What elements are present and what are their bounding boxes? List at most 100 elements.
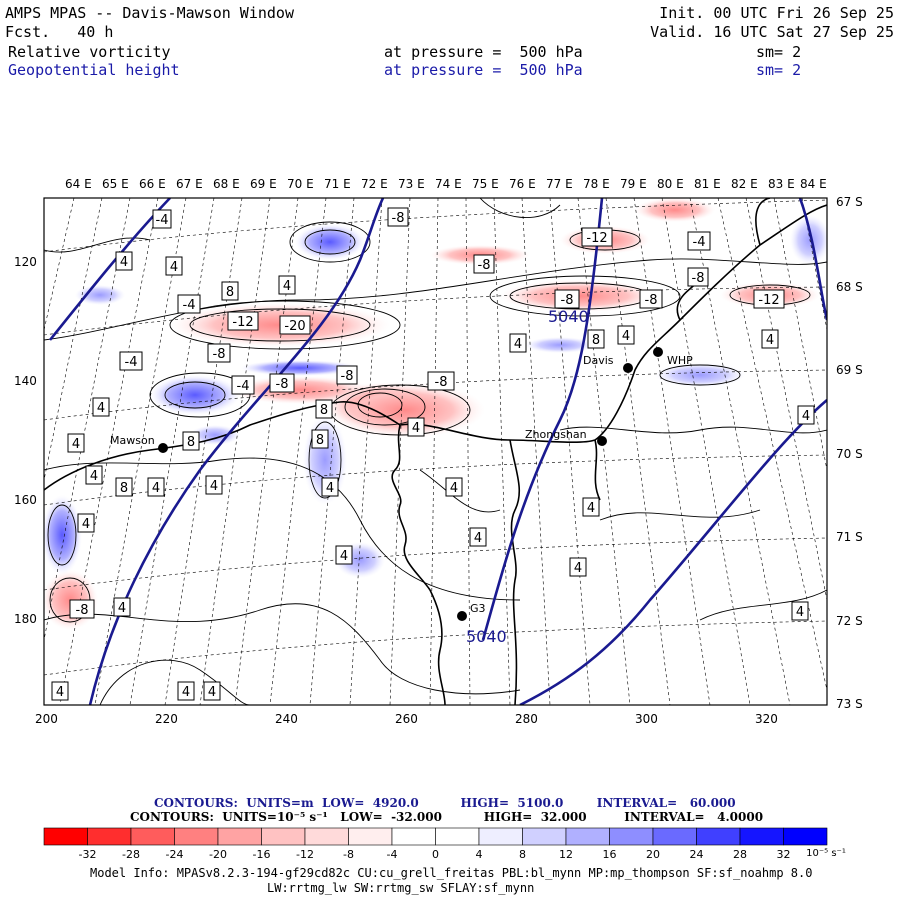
station-label-mawson: Mawson: [110, 434, 155, 447]
vorticity-label: 4: [335, 545, 353, 565]
vorticity-label: -8: [639, 289, 663, 309]
height-label: 5040: [548, 307, 589, 326]
station-marker-davis: [623, 363, 633, 373]
vorticity-shading: [44, 198, 827, 630]
svg-text:-8: -8: [478, 258, 491, 273]
vorticity-label: -4: [177, 294, 201, 314]
lat-label: 67 S: [836, 195, 863, 209]
lat-label: 70 S: [836, 447, 863, 461]
station-marker-whp: [653, 347, 663, 357]
lon-label: 68 E: [213, 177, 240, 191]
vorticity-label: 4: [445, 477, 463, 497]
svg-text:4: 4: [82, 517, 90, 532]
x-tick-label: 200: [35, 712, 58, 726]
station-label-davis: Davis: [583, 354, 614, 367]
lon-label: 75 E: [472, 177, 499, 191]
vorticity-label-group: -4 4 4 -8 -8 4 8 -4 -12 -20 -8 -4 -8 -8 …: [51, 207, 815, 701]
station-marker-mawson: [158, 443, 168, 453]
colorbar-label: -20: [209, 848, 227, 861]
map-title: AMPS MPAS -- Davis-Mawson Window: [5, 4, 294, 22]
vorticity-label: -8: [473, 254, 495, 274]
lat-label: 69 S: [836, 363, 863, 377]
field2-name: Geopotential height: [8, 61, 180, 79]
svg-text:4: 4: [208, 685, 216, 700]
x-tick-label: 280: [515, 712, 538, 726]
vorticity-label: 4: [85, 465, 103, 485]
svg-text:-8: -8: [392, 211, 405, 226]
vorticity-label: 4: [177, 681, 195, 701]
lon-label: 67 E: [176, 177, 203, 191]
y-tick-label: 120: [14, 255, 37, 269]
vorticity-label: -4: [231, 375, 255, 395]
lon-label: 78 E: [583, 177, 610, 191]
lon-label: 70 E: [287, 177, 314, 191]
svg-text:4: 4: [90, 469, 98, 484]
svg-text:4: 4: [450, 481, 458, 496]
lon-label: 74 E: [435, 177, 462, 191]
vorticity-label: -8: [207, 343, 231, 363]
svg-text:4: 4: [412, 421, 420, 436]
svg-text:4: 4: [326, 481, 334, 496]
svg-text:8: 8: [320, 403, 328, 418]
svg-text:4: 4: [574, 561, 582, 576]
vorticity-label: 4: [67, 433, 85, 453]
vorticity-label: 4: [321, 477, 339, 497]
vorticity-label: 4: [617, 325, 635, 345]
svg-text:-4: -4: [183, 298, 196, 313]
lon-label: 73 E: [398, 177, 425, 191]
vorticity-label: 4: [92, 397, 110, 417]
vorticity-label: -8: [687, 267, 709, 287]
station-marker-g3: [457, 611, 467, 621]
svg-text:8: 8: [226, 285, 234, 300]
vorticity-label: -8: [336, 365, 358, 385]
vorticity-label: 4: [278, 275, 296, 295]
colorbar-label: 24: [690, 848, 704, 861]
svg-text:-20: -20: [284, 319, 305, 334]
vorticity-label: 4: [582, 497, 600, 517]
svg-text:-12: -12: [758, 293, 779, 308]
vorticity-label: 4: [797, 405, 815, 425]
vorticity-label: 4: [569, 557, 587, 577]
lon-label: 79 E: [620, 177, 647, 191]
lat-label: 73 S: [836, 697, 863, 711]
vorticity-label: 4: [205, 475, 223, 495]
vorticity-label: -8: [554, 289, 580, 309]
colorbar-label: -12: [296, 848, 314, 861]
y-tick-label: 180: [14, 612, 37, 626]
vorticity-label: 8: [311, 429, 329, 449]
svg-text:-8: -8: [341, 369, 354, 384]
vorticity-label: -4: [119, 351, 143, 371]
svg-text:-8: -8: [276, 377, 289, 392]
station-marker-zhongshan: [597, 436, 607, 446]
vorticity-contour-info: CONTOURS: UNITS=10⁻⁵ s⁻¹ LOW= -32.000 HI…: [130, 810, 764, 824]
vorticity-label: 4: [115, 251, 133, 271]
vorticity-label: -12: [753, 289, 785, 309]
svg-text:-8: -8: [561, 293, 574, 308]
field2-smoothing: sm= 2: [756, 61, 802, 79]
svg-text:4: 4: [210, 479, 218, 494]
y-tick-label: 160: [14, 493, 37, 507]
lon-label: 84 E: [800, 177, 827, 191]
svg-text:4: 4: [120, 255, 128, 270]
vorticity-label: -8: [387, 207, 409, 227]
svg-text:-4: -4: [237, 379, 250, 394]
vorticity-label: 4: [791, 601, 809, 621]
model-info-physics: LW:rrtmg_lw SW:rrtmg_sw SFLAY:sf_mynn: [267, 881, 535, 895]
colorbar-label: -4: [387, 848, 398, 861]
lat-label: 68 S: [836, 280, 863, 294]
svg-text:4: 4: [97, 401, 105, 416]
svg-text:-4: -4: [156, 213, 169, 228]
lon-label: 66 E: [139, 177, 166, 191]
svg-text:4: 4: [56, 685, 64, 700]
lon-label: 69 E: [250, 177, 277, 191]
x-tick-label: 260: [395, 712, 418, 726]
init-time: Init. 00 UTC Fri 26 Sep 25: [659, 4, 894, 22]
vorticity-label: 8: [315, 399, 333, 419]
vorticity-label: 8: [115, 477, 133, 497]
vorticity-label: -12: [227, 311, 259, 331]
svg-text:-4: -4: [693, 235, 706, 250]
vorticity-label: 4: [147, 477, 165, 497]
colorbar-label: -16: [253, 848, 271, 861]
colorbar-label: 20: [646, 848, 660, 861]
svg-text:-8: -8: [435, 375, 448, 390]
